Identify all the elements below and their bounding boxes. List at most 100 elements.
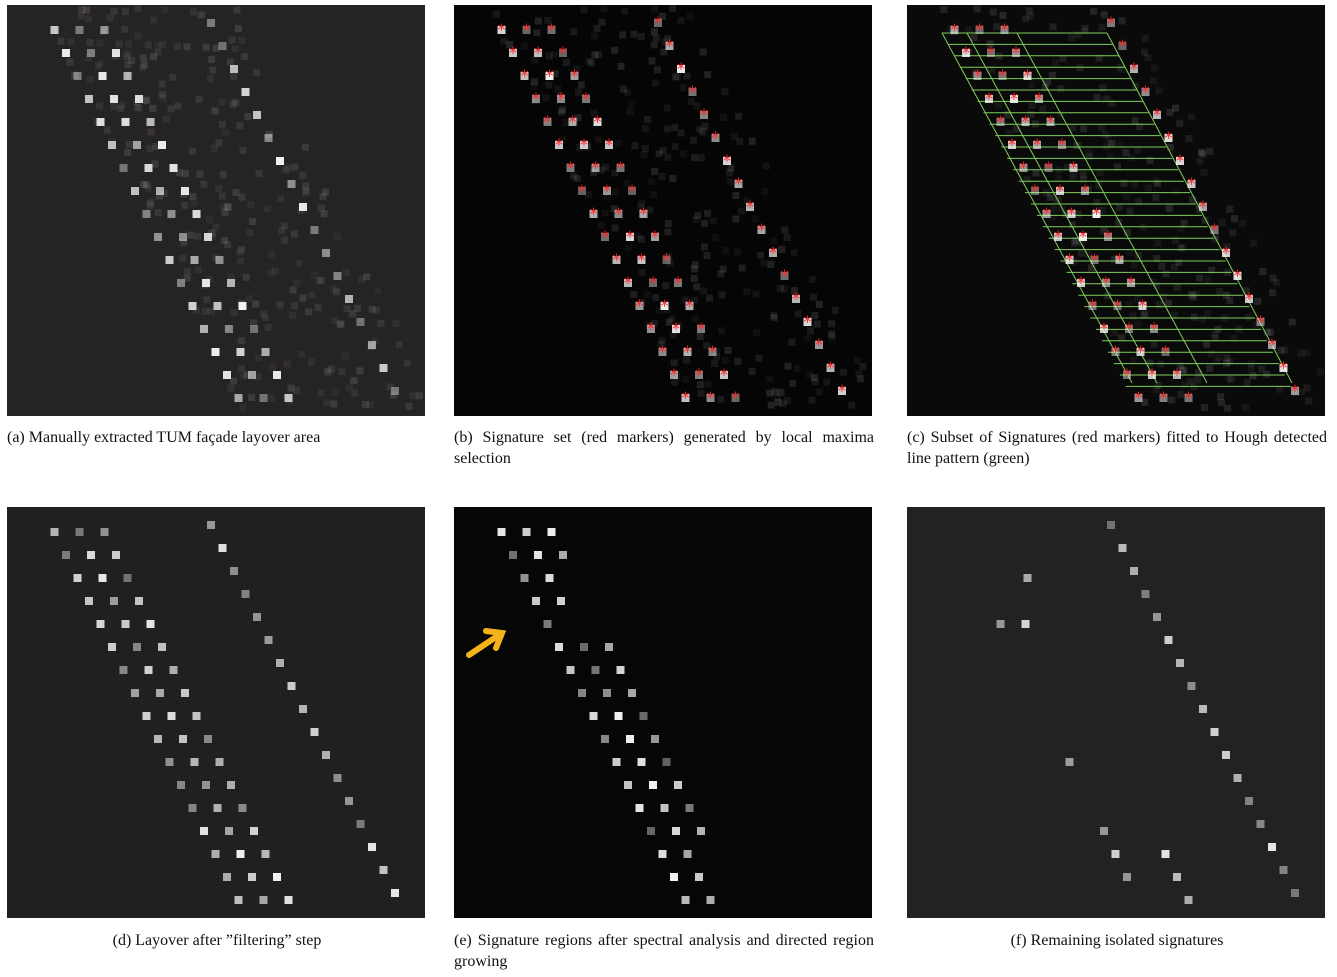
signature-spot — [299, 705, 307, 713]
noise-pixel — [581, 6, 588, 13]
signature-spot — [248, 371, 256, 379]
noise-pixel — [110, 8, 117, 15]
signature-marker: * — [1022, 112, 1030, 131]
noise-pixel — [125, 41, 132, 48]
caption: (f) Remaining isolated signatures — [907, 930, 1327, 951]
caption: (e) Signature regions after spectral ana… — [454, 930, 874, 972]
noise-pixel — [230, 378, 237, 385]
signature-marker: * — [624, 273, 632, 292]
noise-pixel — [255, 355, 262, 362]
noise-pixel — [840, 369, 847, 376]
signature-spot — [695, 873, 703, 881]
noise-pixel — [147, 198, 154, 205]
noise-pixel — [635, 233, 642, 240]
signature-spot — [624, 781, 632, 789]
noise-pixel — [243, 274, 250, 281]
noise-pixel — [791, 249, 798, 256]
signature-marker: * — [1291, 381, 1299, 400]
signature-marker: * — [1153, 105, 1161, 124]
noise-pixel — [349, 310, 356, 317]
signature-spot — [214, 804, 222, 812]
signature-marker: * — [1031, 181, 1039, 200]
signature-marker: * — [523, 20, 531, 39]
signature-marker: * — [684, 342, 692, 361]
signature-marker: * — [1211, 220, 1219, 239]
signature-spot — [1185, 896, 1193, 904]
signature-marker: * — [548, 20, 556, 39]
signature-spot — [590, 712, 598, 720]
noise-pixel — [1080, 125, 1087, 132]
noise-pixel — [1090, 8, 1097, 15]
noise-pixel — [493, 11, 500, 18]
noise-pixel — [808, 397, 815, 404]
noise-pixel — [1206, 148, 1213, 155]
signature-spot — [1153, 613, 1161, 621]
noise-pixel — [682, 376, 689, 383]
noise-pixel — [212, 108, 219, 115]
signature-spot — [697, 827, 705, 835]
signature-marker: * — [720, 365, 728, 384]
noise-pixel — [1128, 154, 1135, 161]
signature-spot — [1024, 574, 1032, 582]
noise-pixel — [664, 125, 671, 132]
noise-pixel — [757, 252, 764, 259]
signature-spot — [1188, 682, 1196, 690]
signature-spot — [1176, 659, 1184, 667]
signature-spot — [509, 551, 517, 559]
noise-pixel — [346, 385, 353, 392]
noise-pixel — [1179, 244, 1186, 251]
noise-pixel — [669, 5, 676, 12]
noise-pixel — [642, 145, 649, 152]
signature-marker: * — [999, 66, 1007, 85]
signature-spot — [124, 72, 132, 80]
signature-spot — [1112, 850, 1120, 858]
signature-marker: * — [712, 128, 720, 147]
noise-pixel — [1108, 100, 1115, 107]
noise-pixel — [232, 45, 239, 52]
signature-spot — [1173, 873, 1181, 881]
noise-pixel — [974, 5, 981, 12]
noise-pixel — [169, 74, 176, 81]
signature-marker: * — [689, 82, 697, 101]
signature-marker: * — [605, 135, 613, 154]
noise-pixel — [247, 229, 254, 236]
noise-pixel — [703, 252, 710, 259]
signature-spot — [154, 233, 162, 241]
signature-spot — [265, 636, 273, 644]
signature-marker: * — [976, 20, 984, 39]
signature-spot — [235, 896, 243, 904]
noise-pixel — [1102, 131, 1109, 138]
signature-marker: * — [498, 20, 506, 39]
noise-pixel — [337, 320, 344, 327]
noise-pixel — [333, 288, 340, 295]
noise-pixel — [1152, 194, 1159, 201]
noise-pixel — [281, 237, 288, 244]
noise-pixel — [1093, 94, 1100, 101]
noise-pixel — [762, 163, 769, 170]
noise-pixel — [209, 67, 216, 74]
signature-spot — [1211, 728, 1219, 736]
image-panel — [7, 5, 425, 416]
signature-spot — [108, 141, 116, 149]
signature-marker: * — [546, 66, 554, 85]
signature-spot — [544, 620, 552, 628]
signature-spot — [181, 187, 189, 195]
noise-pixel — [416, 392, 423, 399]
noise-pixel — [736, 138, 743, 145]
signature-marker: * — [1257, 312, 1265, 331]
signature-marker: * — [792, 289, 800, 308]
signature-spot — [1119, 544, 1127, 552]
noise-pixel — [1069, 124, 1076, 131]
noise-pixel — [1201, 404, 1208, 411]
signature-spot — [177, 279, 185, 287]
signature-spot — [559, 551, 567, 559]
noise-pixel — [680, 150, 687, 157]
caption: (a) Manually extracted TUM façade layove… — [7, 427, 427, 448]
signature-marker: * — [1058, 135, 1066, 154]
noise-pixel — [1269, 289, 1276, 296]
signature-marker: * — [613, 250, 621, 269]
noise-pixel — [644, 116, 651, 123]
noise-pixel — [1156, 87, 1163, 94]
signature-spot — [273, 873, 281, 881]
noise-pixel — [124, 61, 131, 68]
